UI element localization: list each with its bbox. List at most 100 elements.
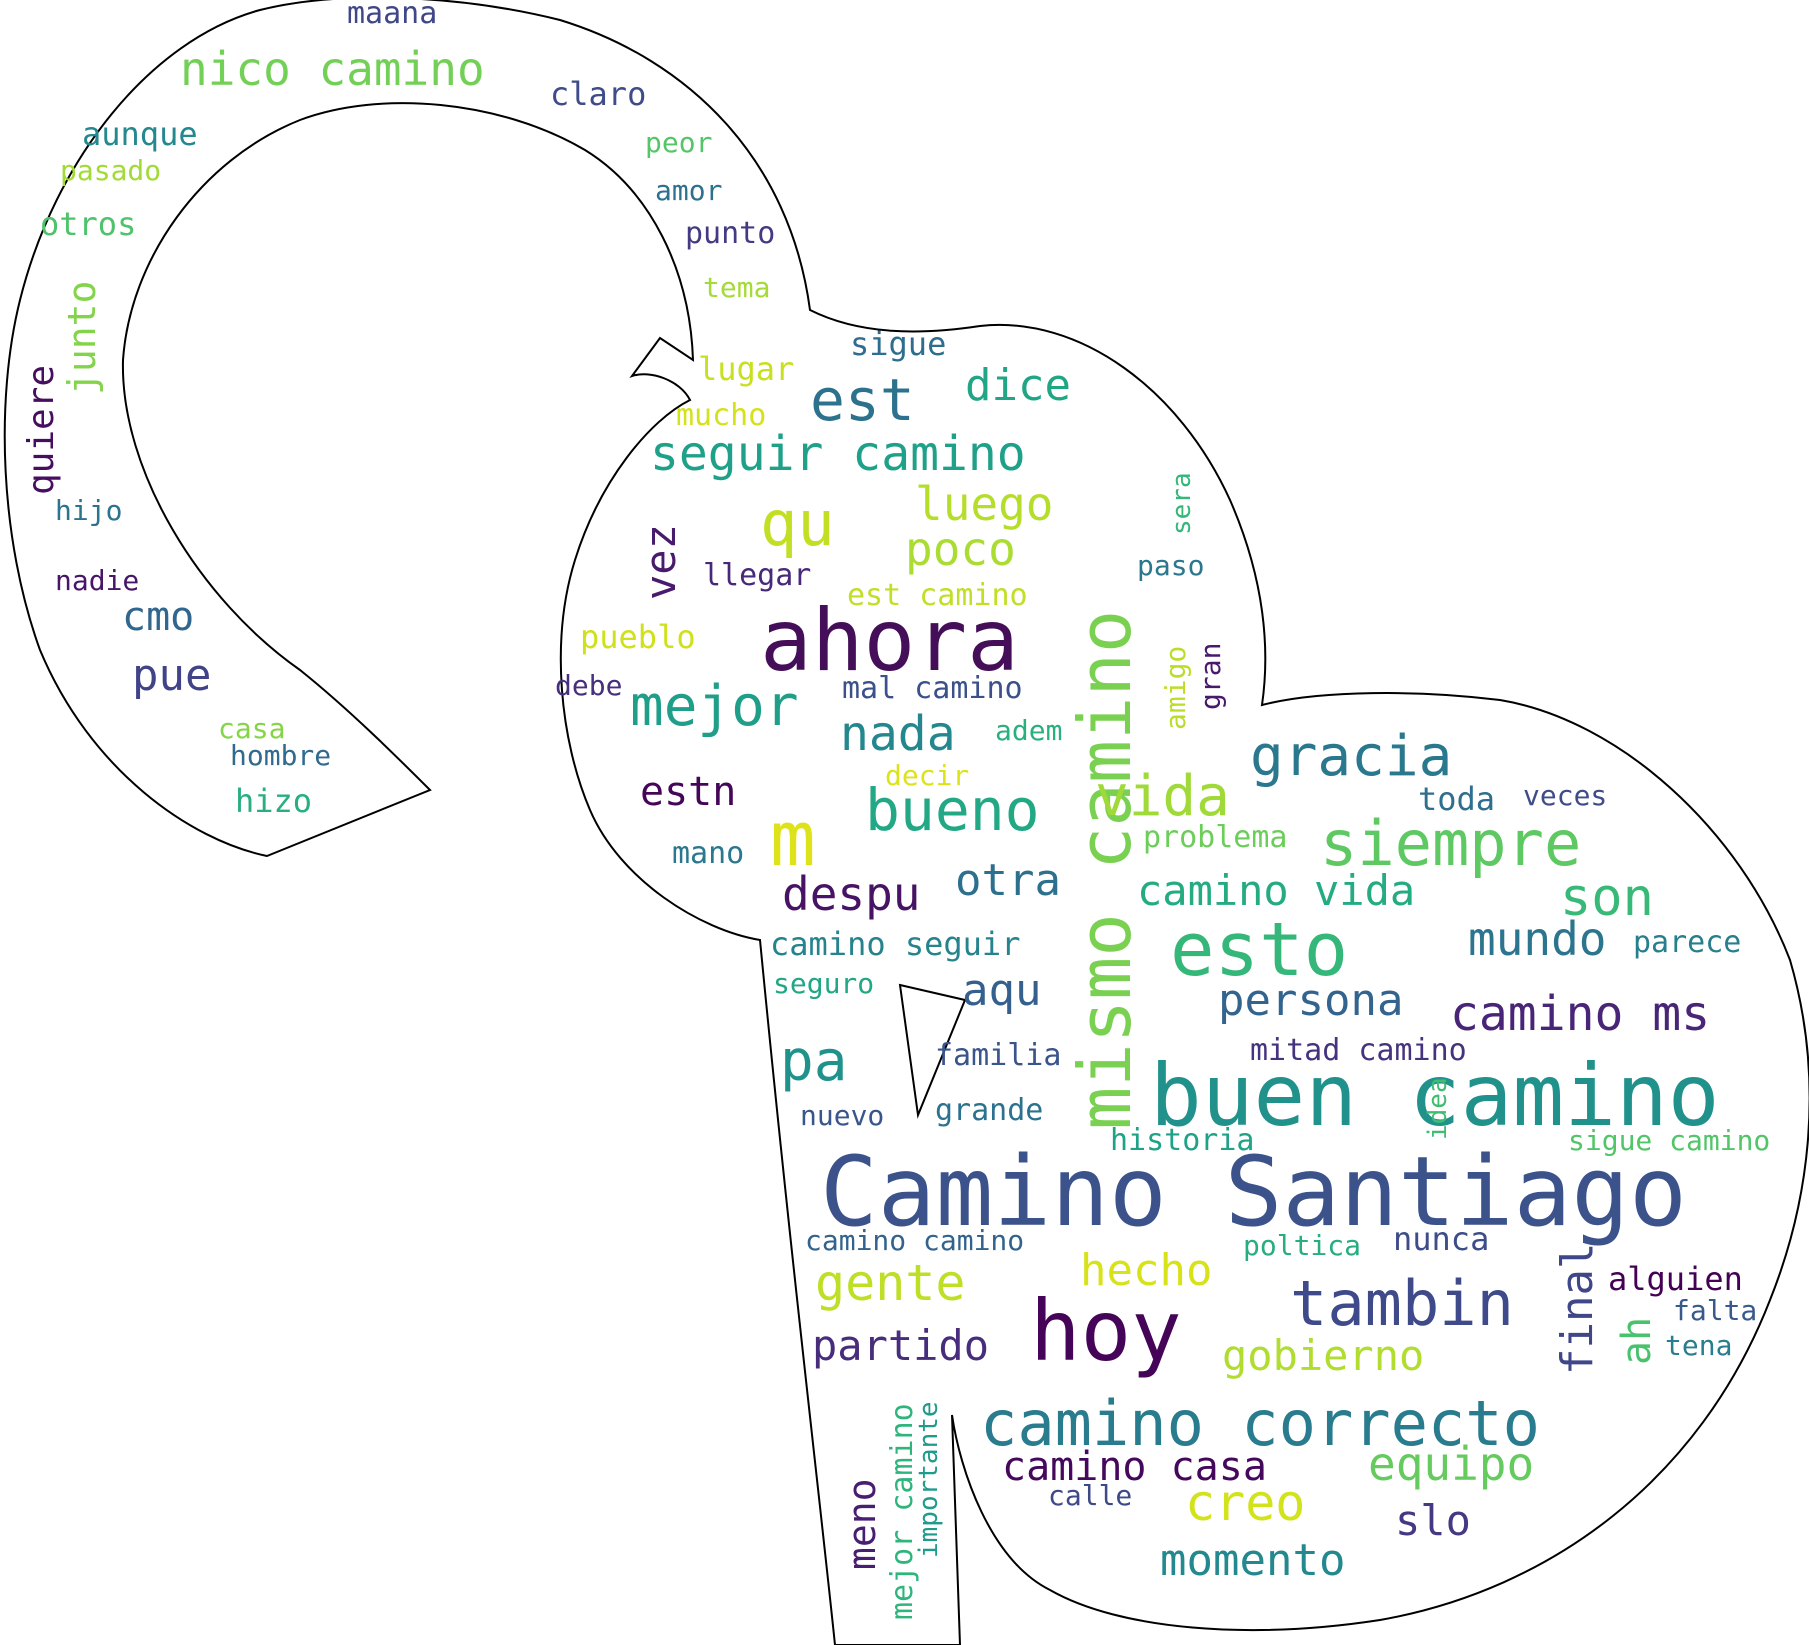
- word-gran: gran: [1194, 643, 1227, 710]
- word-hoy: hoy: [1030, 1282, 1182, 1380]
- word-son: son: [1560, 868, 1654, 928]
- word-mejor-camino: mejor camino: [885, 1403, 920, 1620]
- word-creo: creo: [1185, 1474, 1305, 1532]
- word-lugar: lugar: [698, 350, 794, 388]
- word-momento: momento: [1160, 1535, 1345, 1586]
- word-problema: problema: [1143, 820, 1288, 855]
- word-paso: paso: [1137, 549, 1204, 582]
- word-casa: casa: [218, 712, 285, 745]
- word-cmo: cmo: [122, 594, 194, 640]
- word-junto: junto: [60, 281, 104, 395]
- word-meno: meno: [840, 1478, 884, 1570]
- word-decir: decir: [885, 759, 969, 792]
- word-seguro: seguro: [773, 967, 874, 1000]
- word-vida: vida: [1095, 764, 1230, 829]
- word-tema: tema: [703, 271, 770, 304]
- word-idea: idea: [1423, 1077, 1453, 1140]
- word-mano: mano: [672, 836, 744, 871]
- word-seguir-camino: seguir camino: [650, 426, 1026, 482]
- word-familia: familia: [935, 1038, 1061, 1073]
- word-esto: esto: [1170, 907, 1348, 993]
- word-pueblo: pueblo: [580, 618, 696, 656]
- word-poltica: poltica: [1243, 1229, 1361, 1262]
- word-mejor: mejor: [630, 674, 799, 739]
- word-adem: adem: [995, 714, 1062, 747]
- word-vez: vez: [636, 524, 685, 600]
- word-camino-camino: camino camino: [805, 1224, 1024, 1257]
- word-luego: luego: [915, 477, 1053, 531]
- word-nada: nada: [840, 706, 956, 762]
- word-camino-ms: camino ms: [1450, 986, 1710, 1042]
- word-poco: poco: [905, 522, 1016, 576]
- word-grande: grande: [935, 1093, 1043, 1128]
- word-buen-camino: buen camino: [1150, 1046, 1720, 1146]
- word-parece: parece: [1633, 925, 1741, 960]
- word-sigue-camino: sigue camino: [1568, 1124, 1770, 1157]
- word-qu: qu: [760, 487, 835, 560]
- word-amigo: amigo: [1159, 646, 1192, 730]
- word-alguien: alguien: [1608, 1260, 1743, 1298]
- word-camino-santiago: Camino Santiago: [820, 1136, 1687, 1248]
- word-pue: pue: [132, 650, 211, 701]
- word-gobierno: gobierno: [1222, 1331, 1424, 1380]
- word-nuevo: nuevo: [800, 1099, 884, 1132]
- word-mal-camino: mal camino: [842, 671, 1023, 706]
- word-aunque: aunque: [82, 115, 198, 153]
- word-maana: maana: [347, 0, 437, 31]
- word-hizo: hizo: [235, 782, 312, 820]
- word-nadie: nadie: [55, 564, 139, 597]
- word-equipo: equipo: [1368, 1437, 1534, 1491]
- word-hijo: hijo: [55, 494, 122, 527]
- word-ahora: ahora: [760, 591, 1019, 691]
- word-otros: otros: [40, 205, 136, 243]
- word-punto: punto: [685, 216, 775, 251]
- word-gracia: gracia: [1250, 724, 1452, 789]
- word-nunca: nunca: [1393, 1220, 1489, 1258]
- word-toda: toda: [1418, 780, 1495, 818]
- word-llegar: llegar: [703, 558, 811, 593]
- word-estn: estn: [640, 769, 736, 815]
- word-ah: ah: [1614, 1317, 1660, 1365]
- word-amor: amor: [655, 174, 722, 207]
- word-m: m: [770, 794, 816, 883]
- word-debe: debe: [555, 669, 622, 702]
- word-peor: peor: [645, 126, 712, 159]
- word-hecho: hecho: [1080, 1245, 1212, 1296]
- word-hombre: hombre: [230, 739, 331, 772]
- word-camino-vida: camino vida: [1137, 866, 1415, 915]
- word-camino-seguir: camino seguir: [770, 925, 1020, 963]
- word-camino-casa: camino casa: [1002, 1444, 1267, 1490]
- mask-notch: [898, 983, 967, 1119]
- word-pasado: pasado: [60, 154, 161, 187]
- word-final: final: [1552, 1243, 1603, 1375]
- word-tena: tena: [1665, 1329, 1732, 1362]
- word-est-camino: est camino: [847, 578, 1028, 613]
- word-siempre: siempre: [1320, 807, 1581, 880]
- word-aqu: aqu: [962, 965, 1041, 1016]
- word-camino-correcto: camino correcto: [980, 1387, 1540, 1460]
- word-tambin: tambin: [1290, 1267, 1514, 1340]
- word-calle: calle: [1048, 1479, 1132, 1512]
- word-claro: claro: [550, 75, 646, 113]
- word-veces: veces: [1523, 779, 1607, 812]
- word-bueno: bueno: [865, 776, 1040, 844]
- word-sigue: sigue: [850, 325, 946, 363]
- word-pa: pa: [780, 1029, 847, 1094]
- word-despu: despu: [782, 867, 920, 921]
- word-importante: importante: [914, 1401, 944, 1558]
- word-partido: partido: [812, 1321, 989, 1370]
- word-dice: dice: [965, 360, 1071, 411]
- word-mundo: mundo: [1468, 912, 1606, 966]
- word-quiere: quiere: [21, 365, 62, 495]
- word-persona: persona: [1218, 975, 1403, 1026]
- word-est: est: [810, 366, 915, 434]
- word-sera: sera: [1167, 472, 1197, 535]
- word-mitad-camino: mitad camino: [1250, 1033, 1467, 1068]
- word-mismo-camino: mismo camino: [1063, 610, 1147, 1130]
- mask-outline: [3, 0, 1809, 1645]
- word-mucho: mucho: [676, 398, 766, 433]
- word-falta: falta: [1673, 1294, 1757, 1327]
- word-nico-camino: nico camino: [180, 42, 485, 96]
